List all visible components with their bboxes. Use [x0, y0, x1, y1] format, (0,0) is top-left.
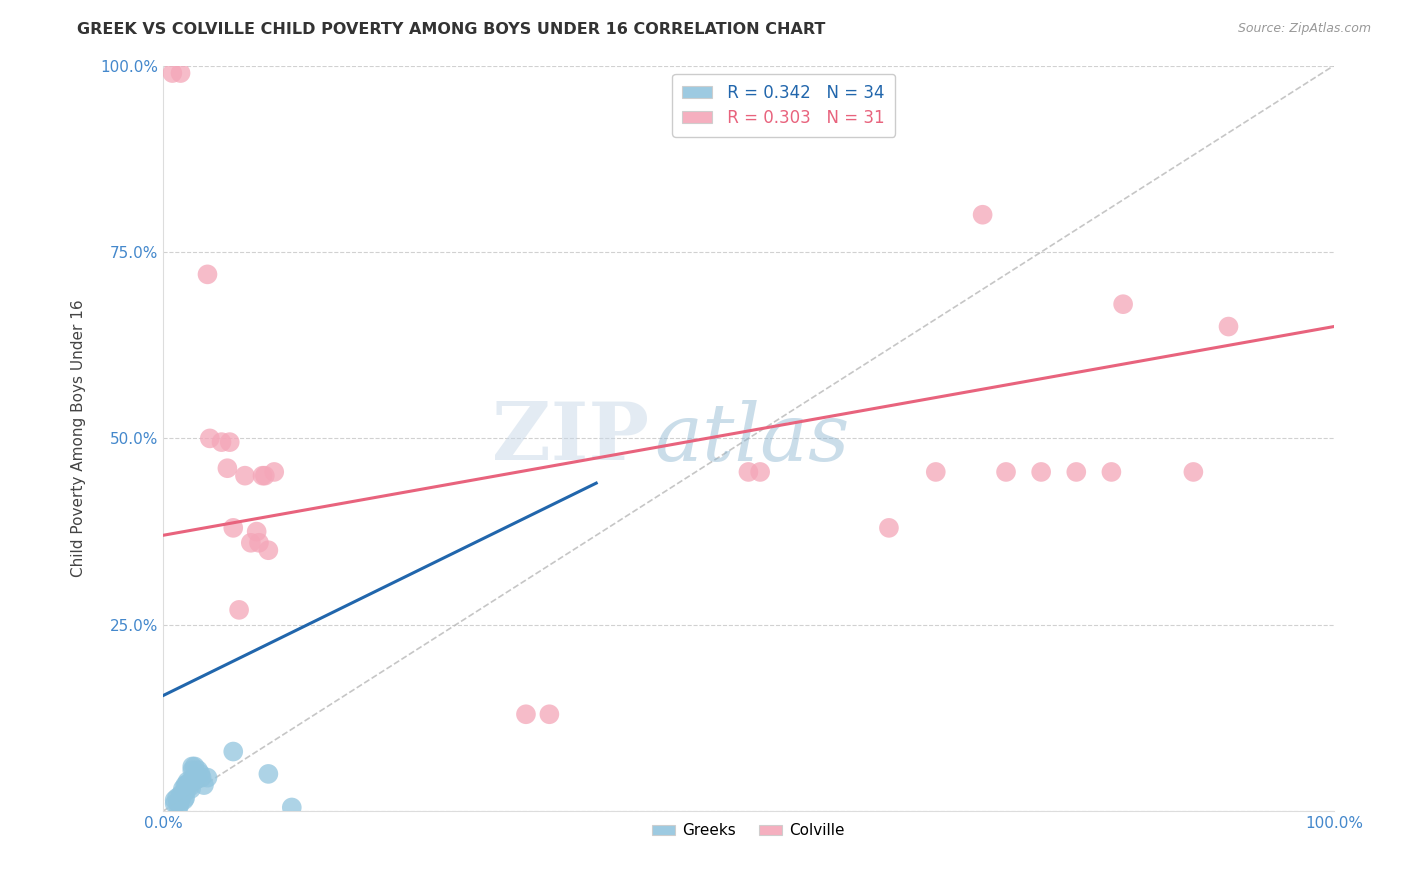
Point [281, 800, 304, 814]
Point [163, 793, 186, 807]
Y-axis label: Child Poverty Among Boys Under 16: Child Poverty Among Boys Under 16 [72, 300, 86, 577]
Point [538, 707, 561, 722]
Point [183, 771, 205, 785]
Point [253, 468, 276, 483]
Point [972, 208, 994, 222]
Text: GREEK VS COLVILLE CHILD POVERTY AMONG BOYS UNDER 16 CORRELATION CHART: GREEK VS COLVILLE CHILD POVERTY AMONG BO… [77, 22, 825, 37]
Point [169, 66, 191, 80]
Point [167, 795, 190, 809]
Point [181, 759, 204, 773]
Point [166, 790, 188, 805]
Point [995, 465, 1018, 479]
Point [925, 465, 948, 479]
Point [177, 776, 200, 790]
Text: atlas: atlas [655, 400, 851, 477]
Point [184, 772, 207, 787]
Point [197, 268, 219, 282]
Point [176, 783, 198, 797]
Point [163, 797, 186, 811]
Point [252, 468, 274, 483]
Point [239, 535, 262, 549]
Point [180, 781, 202, 796]
Point [187, 763, 209, 777]
Point [1218, 319, 1240, 334]
Point [1182, 465, 1205, 479]
Point [190, 767, 212, 781]
Point [190, 771, 212, 785]
Point [1031, 465, 1053, 479]
Point [162, 66, 184, 80]
Point [222, 745, 245, 759]
Point [515, 707, 537, 722]
Point [169, 788, 191, 802]
Point [198, 431, 221, 445]
Point [247, 535, 270, 549]
Text: Source: ZipAtlas.com: Source: ZipAtlas.com [1237, 22, 1371, 36]
Point [218, 435, 240, 450]
Point [246, 524, 269, 539]
Point [173, 786, 195, 800]
Point [233, 468, 256, 483]
Point [179, 780, 201, 794]
Point [174, 778, 197, 792]
Point [1064, 465, 1087, 479]
Point [193, 778, 215, 792]
Point [1099, 465, 1122, 479]
Point [170, 789, 193, 804]
Point [749, 465, 772, 479]
Point [257, 767, 280, 781]
Point [183, 759, 205, 773]
Point [169, 792, 191, 806]
Point [217, 461, 239, 475]
Point [222, 521, 245, 535]
Point [211, 435, 233, 450]
Point [167, 800, 190, 814]
Legend: Greeks, Colville: Greeks, Colville [645, 817, 851, 845]
Point [169, 798, 191, 813]
Point [197, 771, 219, 785]
Point [173, 793, 195, 807]
Text: ZIP: ZIP [492, 400, 650, 477]
Point [181, 763, 204, 777]
Point [176, 778, 198, 792]
Point [1112, 297, 1135, 311]
Point [737, 465, 759, 479]
Point [228, 603, 250, 617]
Point [257, 543, 280, 558]
Point [176, 774, 198, 789]
Point [172, 781, 194, 796]
Point [263, 465, 285, 479]
Point [170, 790, 193, 805]
Point [174, 790, 197, 805]
Point [877, 521, 900, 535]
